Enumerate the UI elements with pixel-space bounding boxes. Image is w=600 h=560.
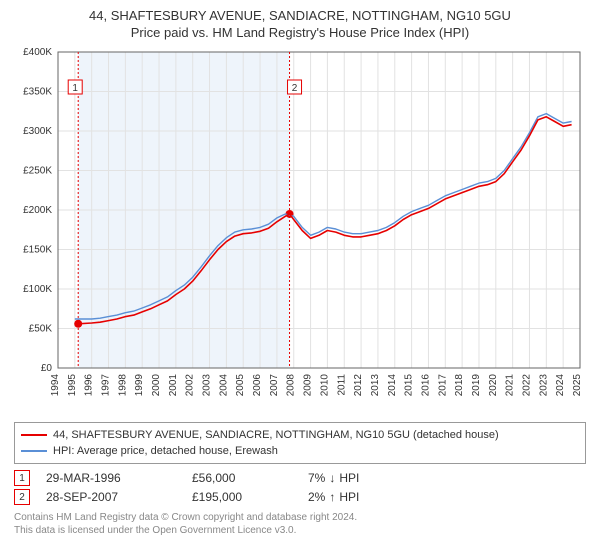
svg-text:2001: 2001 bbox=[168, 374, 179, 397]
legend: 44, SHAFTESBURY AVENUE, SANDIACRE, NOTTI… bbox=[14, 422, 586, 464]
svg-text:1999: 1999 bbox=[134, 374, 145, 397]
svg-text:2024: 2024 bbox=[555, 374, 566, 397]
footer-line2: This data is licensed under the Open Gov… bbox=[14, 524, 586, 537]
svg-text:£400K: £400K bbox=[23, 47, 52, 58]
marker-delta: 7%↓HPI bbox=[308, 471, 359, 485]
footer-line1: Contains HM Land Registry data © Crown c… bbox=[14, 511, 586, 524]
svg-text:1995: 1995 bbox=[67, 374, 78, 397]
legend-label: 44, SHAFTESBURY AVENUE, SANDIACRE, NOTTI… bbox=[53, 427, 499, 443]
svg-text:2017: 2017 bbox=[437, 374, 448, 397]
marker-delta: 2%↑HPI bbox=[308, 490, 359, 504]
svg-text:2003: 2003 bbox=[202, 374, 213, 397]
marker-badge: 1 bbox=[14, 470, 30, 486]
svg-text:2005: 2005 bbox=[235, 374, 246, 397]
marker-table: 1 29-MAR-1996 £56,000 7%↓HPI 2 28-SEP-2007 £19… bbox=[14, 470, 586, 505]
svg-text:£350K: £350K bbox=[23, 87, 52, 98]
title-line1: 44, SHAFTESBURY AVENUE, SANDIACRE, NOTTI… bbox=[14, 8, 586, 23]
marker-badge: 2 bbox=[14, 489, 30, 505]
svg-text:£150K: £150K bbox=[23, 245, 52, 256]
svg-text:£250K: £250K bbox=[23, 166, 52, 177]
svg-text:1998: 1998 bbox=[117, 374, 128, 397]
svg-text:£100K: £100K bbox=[23, 284, 52, 295]
svg-text:1: 1 bbox=[72, 83, 78, 94]
svg-text:2013: 2013 bbox=[370, 374, 381, 397]
chart-container: 44, SHAFTESBURY AVENUE, SANDIACRE, NOTTI… bbox=[0, 0, 600, 560]
marker-row: 2 28-SEP-2007 £195,000 2%↑HPI bbox=[14, 489, 586, 505]
svg-text:1997: 1997 bbox=[101, 374, 112, 397]
chart-area: £0 £50K £100K £150K £200K £250K £300K £350K £400… bbox=[14, 46, 586, 416]
svg-text:2023: 2023 bbox=[538, 374, 549, 397]
svg-text:2014: 2014 bbox=[387, 374, 398, 397]
svg-text:2009: 2009 bbox=[303, 374, 314, 397]
footer: Contains HM Land Registry data © Crown c… bbox=[14, 511, 586, 537]
title-block: 44, SHAFTESBURY AVENUE, SANDIACRE, NOTTI… bbox=[14, 8, 586, 40]
svg-text:2016: 2016 bbox=[420, 374, 431, 397]
marker-date: 29-MAR-1996 bbox=[46, 471, 176, 485]
svg-text:£50K: £50K bbox=[29, 324, 53, 335]
svg-text:2015: 2015 bbox=[404, 374, 415, 397]
marker-date: 28-SEP-2007 bbox=[46, 490, 176, 504]
svg-text:2: 2 bbox=[292, 83, 298, 94]
svg-text:£200K: £200K bbox=[23, 205, 52, 216]
svg-text:2007: 2007 bbox=[269, 374, 280, 397]
title-line2: Price paid vs. HM Land Registry's House … bbox=[14, 25, 586, 40]
legend-swatch bbox=[21, 450, 47, 452]
arrow-up-icon: ↑ bbox=[329, 490, 335, 504]
svg-text:2025: 2025 bbox=[572, 374, 583, 397]
arrow-down-icon: ↓ bbox=[329, 471, 335, 485]
line-chart-svg: £0 £50K £100K £150K £200K £250K £300K £350K £400… bbox=[14, 46, 586, 416]
svg-text:2010: 2010 bbox=[319, 374, 330, 397]
svg-text:2006: 2006 bbox=[252, 374, 263, 397]
svg-text:2002: 2002 bbox=[185, 374, 196, 397]
svg-text:2020: 2020 bbox=[488, 374, 499, 397]
svg-text:2000: 2000 bbox=[151, 374, 162, 397]
svg-text:2021: 2021 bbox=[505, 374, 516, 397]
svg-text:2012: 2012 bbox=[353, 374, 364, 397]
svg-text:1996: 1996 bbox=[84, 374, 95, 397]
legend-swatch bbox=[21, 434, 47, 436]
svg-text:2018: 2018 bbox=[454, 374, 465, 397]
legend-row: HPI: Average price, detached house, Erew… bbox=[21, 443, 579, 459]
marker-row: 1 29-MAR-1996 £56,000 7%↓HPI bbox=[14, 470, 586, 486]
marker-price: £195,000 bbox=[192, 490, 292, 504]
svg-text:2004: 2004 bbox=[218, 374, 229, 397]
svg-text:1994: 1994 bbox=[50, 374, 61, 397]
marker-price: £56,000 bbox=[192, 471, 292, 485]
svg-text:£300K: £300K bbox=[23, 126, 52, 137]
svg-text:2019: 2019 bbox=[471, 374, 482, 397]
legend-row: 44, SHAFTESBURY AVENUE, SANDIACRE, NOTTI… bbox=[21, 427, 579, 443]
legend-label: HPI: Average price, detached house, Erew… bbox=[53, 443, 278, 459]
svg-text:2008: 2008 bbox=[286, 374, 297, 397]
svg-text:2022: 2022 bbox=[521, 374, 532, 397]
svg-text:£0: £0 bbox=[41, 363, 53, 374]
svg-text:2011: 2011 bbox=[336, 374, 347, 396]
